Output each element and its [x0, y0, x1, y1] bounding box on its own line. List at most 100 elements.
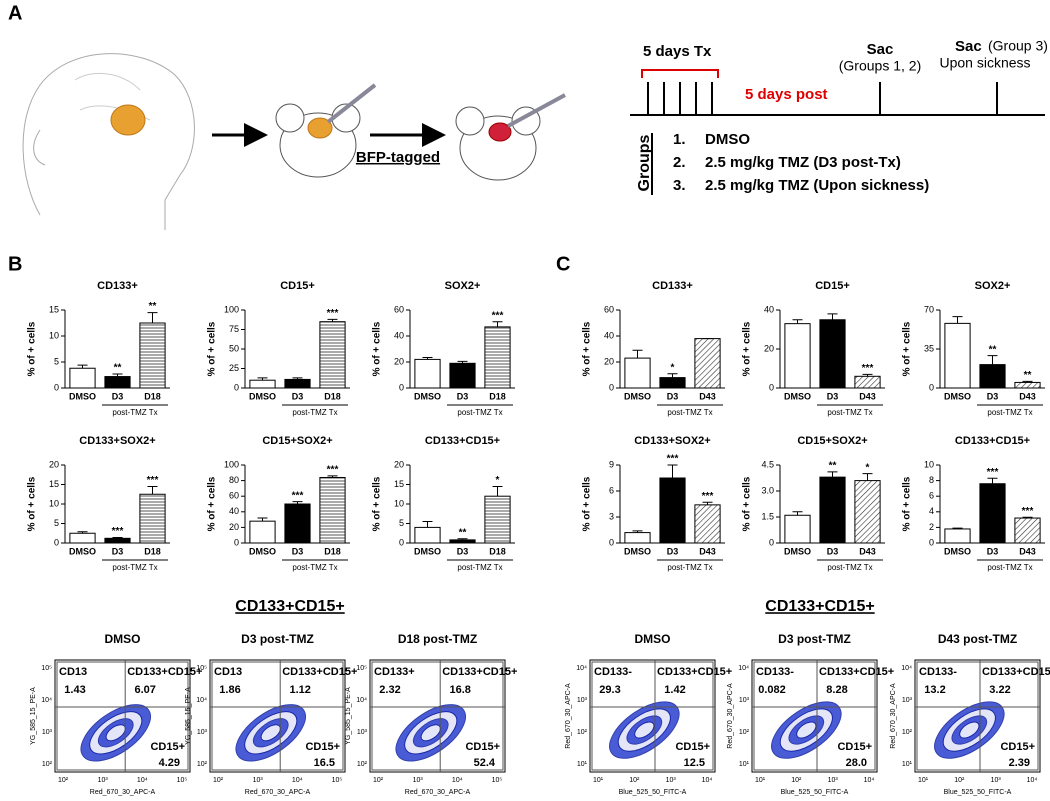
gate	[55, 660, 190, 772]
significance: **	[989, 344, 997, 355]
group-text: 2.5 mg/kg TMZ (Upon sickness)	[705, 177, 929, 194]
gate-label: CD15+	[150, 741, 185, 753]
y-tick-label: 15	[49, 304, 59, 314]
bar	[659, 477, 686, 544]
y-tick-label: 20	[604, 356, 614, 366]
x-tick-label: 10²	[954, 777, 965, 784]
error-bar	[112, 537, 123, 539]
y-tick-label: 5	[54, 356, 59, 366]
bar	[284, 503, 311, 544]
y-tick-label: 0	[929, 382, 934, 392]
error-bar	[492, 321, 503, 327]
gate-label: CD133-	[594, 666, 632, 678]
gate-label: CD133+CD15+	[442, 666, 517, 678]
x-tick-label: DMSO	[414, 391, 441, 401]
y-tick-label: 20	[764, 343, 774, 353]
y-axis-label: YG_585_15_PE-A	[185, 687, 192, 745]
y-tick-label: 0	[769, 382, 774, 392]
x-tick-label: D43	[1019, 546, 1036, 556]
y-tick-label: 40	[604, 330, 614, 340]
x-tick-label: D18	[324, 546, 341, 556]
group-label: post-TMZ Tx	[112, 408, 157, 417]
y-tick-label: 10³	[902, 697, 913, 704]
y-tick-label: 20	[49, 459, 59, 469]
chart-title: CD133+SOX2+	[79, 435, 155, 447]
bar	[414, 526, 441, 544]
bar	[784, 323, 811, 389]
x-tick-label: DMSO	[784, 546, 811, 556]
gate-label: CD15+	[1000, 741, 1035, 753]
gate-label: CD133+CD15+	[657, 666, 732, 678]
gate-label: 29.3	[599, 684, 620, 696]
gate-label: 4.29	[159, 757, 180, 769]
x-axis-label: Blue_525_50_FITC-A	[781, 789, 849, 796]
bar	[414, 358, 441, 389]
y-tick-label: 5	[399, 518, 404, 528]
gate	[752, 660, 877, 772]
chart-title: SOX2+	[445, 280, 481, 292]
error-bar	[862, 473, 873, 481]
y-tick-label: 10²	[739, 729, 750, 736]
bar	[944, 528, 971, 544]
error-bar	[422, 521, 433, 528]
x-tick-label: D43	[1019, 391, 1036, 401]
error-bar	[327, 318, 338, 322]
y-axis-label: % of + cells	[27, 321, 38, 376]
error-bar	[492, 485, 503, 497]
y-tick-label: 15	[49, 479, 59, 489]
chart-title: CD15+	[280, 280, 315, 292]
bar	[944, 322, 971, 389]
x-axis-label: Red_670_30_APC-A	[405, 789, 471, 796]
plot-title: D3 post-TMZ	[778, 632, 851, 646]
chart-title: SOX2+	[975, 280, 1011, 292]
bar	[139, 322, 166, 389]
y-tick-label: 40	[229, 506, 239, 516]
bar	[819, 476, 846, 544]
y-tick-label: 0	[609, 537, 614, 547]
x-tick-label: D3	[457, 391, 469, 401]
error-bar	[667, 464, 678, 478]
y-tick-label: 9	[609, 459, 614, 469]
y-tick-label: 0	[399, 382, 404, 392]
label: 5 days post	[745, 86, 828, 103]
error-bar	[862, 373, 873, 377]
error-bar	[827, 471, 838, 478]
y-tick-label: 10⁴	[41, 697, 52, 704]
gate-label: 1.86	[219, 684, 240, 696]
label: (Groups 1, 2)	[839, 58, 921, 74]
y-axis-label: YG_585_15_PE-A	[345, 687, 352, 745]
significance: ***	[702, 491, 714, 502]
significance: *	[671, 362, 675, 373]
x-tick-label: 10³	[98, 777, 109, 784]
x-tick-label: DMSO	[69, 546, 96, 556]
bar	[1014, 381, 1041, 389]
error-bar	[632, 530, 643, 533]
gate-label: 6.07	[134, 684, 155, 696]
x-tick-label: 10⁵	[177, 777, 188, 784]
significance: ***	[862, 363, 874, 374]
x-tick-label: 10⁵	[492, 777, 503, 784]
contour	[959, 721, 980, 739]
error-bar	[147, 485, 158, 495]
y-tick-label: 10	[49, 498, 59, 508]
gate-label: 1.43	[64, 684, 85, 696]
significance: ***	[147, 475, 159, 486]
y-tick-label: 75	[229, 324, 239, 334]
significance: ***	[327, 308, 339, 319]
y-tick-label: 10⁵	[196, 665, 207, 672]
contour	[796, 721, 817, 739]
y-axis-label: % of + cells	[742, 476, 753, 531]
y-tick-label: 50	[229, 343, 239, 353]
gate-label: 28.0	[846, 757, 867, 769]
bar	[694, 338, 721, 389]
bar	[284, 378, 311, 389]
chart-title: CD15+	[815, 280, 850, 292]
significance: ***	[987, 467, 999, 478]
significance: *	[866, 462, 870, 473]
error-bar	[257, 377, 268, 381]
y-tick-label: 10¹	[739, 761, 750, 768]
y-tick-label: 15	[394, 479, 404, 489]
group-label: post-TMZ Tx	[667, 563, 712, 572]
section-heading: CD133+CD15+	[235, 598, 344, 615]
error-bar	[987, 477, 998, 484]
